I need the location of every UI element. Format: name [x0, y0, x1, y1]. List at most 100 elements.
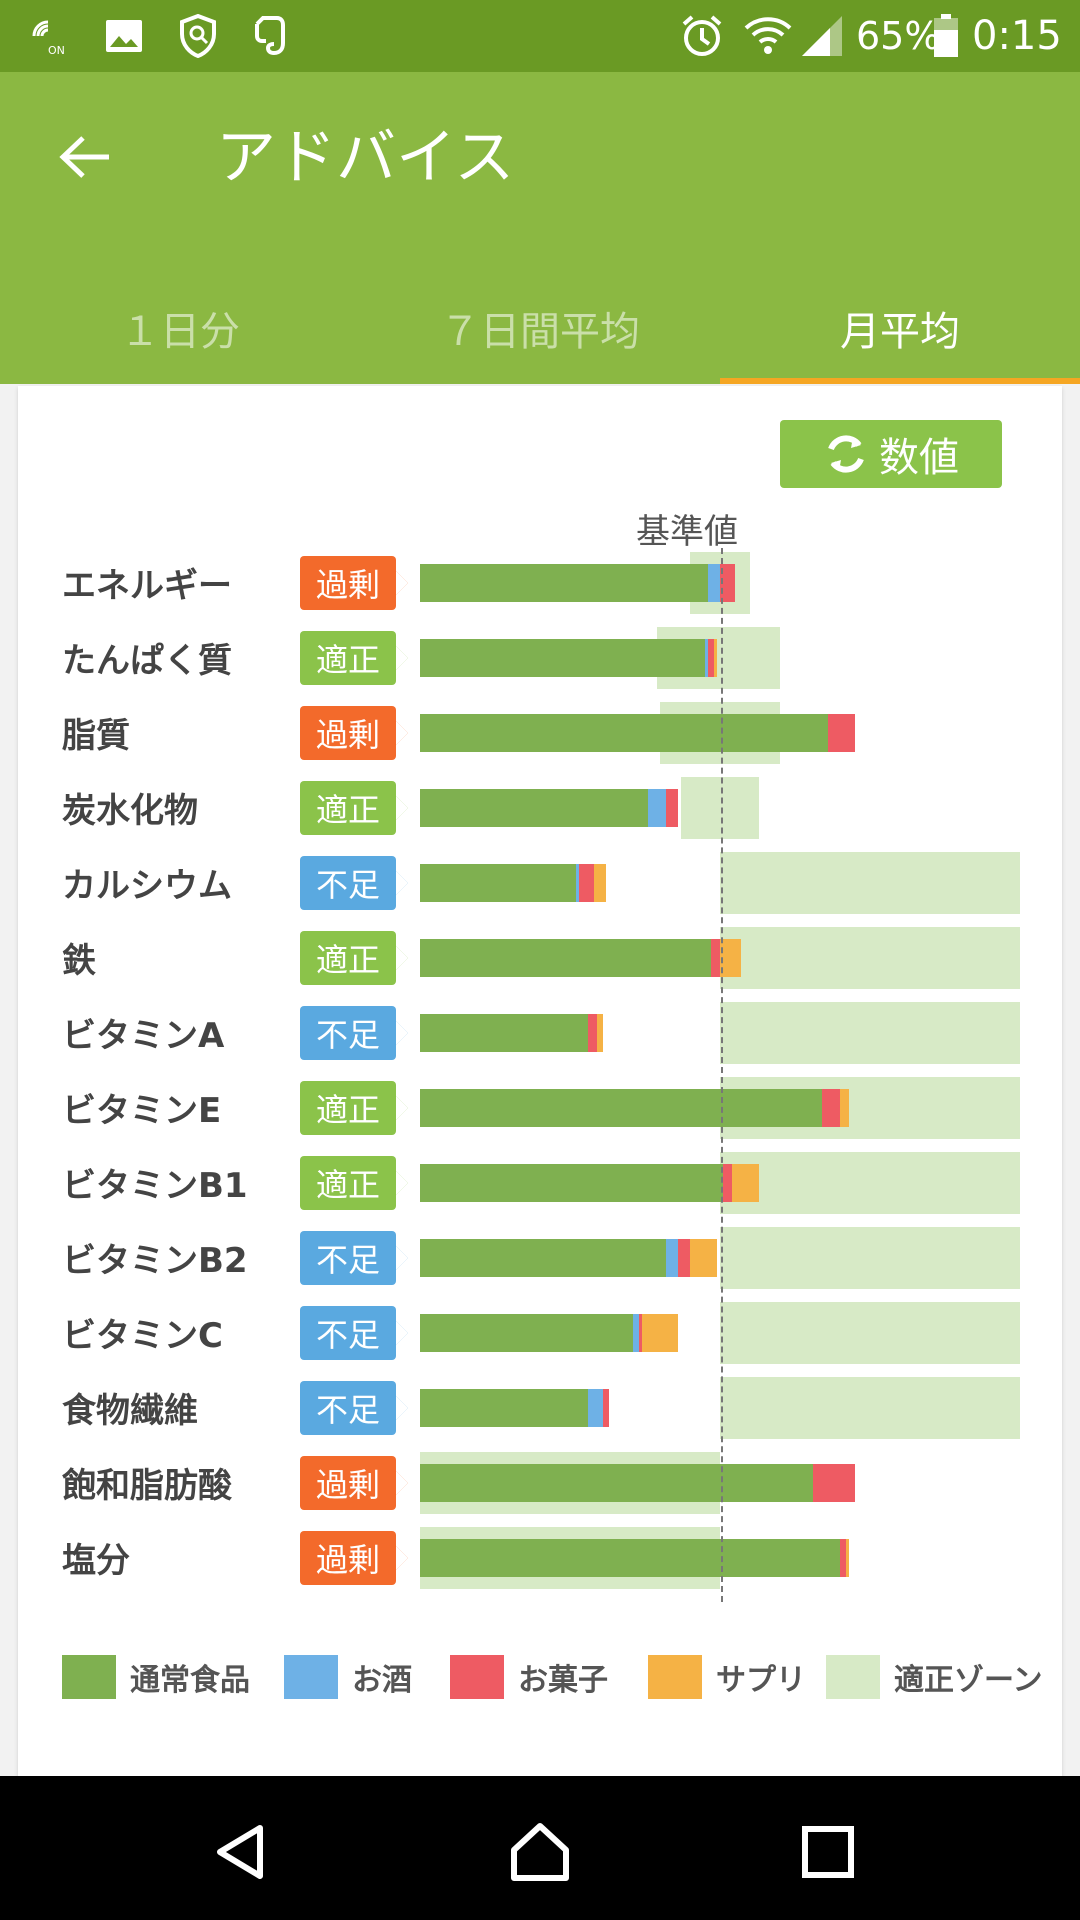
back-button[interactable]: [40, 112, 130, 202]
navigation-bar: [0, 1776, 1080, 1920]
nutrient-label: 炭水化物: [62, 791, 198, 831]
bar-segment-snack: [828, 714, 855, 752]
status-badge-arrow: [396, 1171, 408, 1195]
status-bar: ON 65% 0:15: [0, 0, 1080, 72]
stacked-bar: [420, 1164, 759, 1202]
nutrient-row: たんぱく質 適正: [18, 621, 1062, 696]
nutrient-label: ビタミンA: [62, 1016, 225, 1056]
bar-segment-supplement: [840, 1089, 849, 1127]
bar-segment-normal: [420, 1314, 633, 1352]
nutrient-row: ビタミンB1 適正: [18, 1146, 1062, 1221]
nutrient-label: エネルギー: [62, 566, 232, 606]
status-badge-arrow: [396, 1321, 408, 1345]
bar-segment-normal: [420, 789, 648, 827]
home-nav-button[interactable]: [500, 1812, 580, 1892]
status-badge-arrow: [396, 1246, 408, 1270]
status-badge: 不足: [300, 1231, 408, 1285]
status-badge: 不足: [300, 1006, 408, 1060]
appropriate-zone: [720, 1152, 1020, 1214]
bar-segment-normal: [420, 564, 708, 602]
svg-text:ON: ON: [48, 44, 65, 56]
numeric-toggle-label: 数値: [879, 435, 959, 481]
bar-segment-snack: [720, 564, 735, 602]
nutrient-row: エネルギー 過剰: [18, 546, 1062, 621]
shield-icon: [176, 14, 220, 58]
legend-label: サプリ: [716, 1663, 806, 1698]
bar-segment-alcohol: [666, 1239, 678, 1277]
appropriate-zone: [720, 1227, 1020, 1289]
nutrient-row: 塩分 過剰: [18, 1521, 1062, 1596]
tab-1-day[interactable]: １日分: [120, 309, 240, 355]
legend-item-alcohol: お酒: [284, 1654, 412, 1700]
bar-segment-alcohol: [588, 1389, 603, 1427]
legend-item-supplement: サプリ: [648, 1654, 806, 1700]
bar-segment-snack: [579, 864, 594, 902]
recents-nav-button[interactable]: [788, 1812, 868, 1892]
status-badge-arrow: [396, 1546, 408, 1570]
bar-segment-snack: [603, 1389, 609, 1427]
reference-line: [721, 548, 723, 1602]
stacked-bar: [420, 1314, 678, 1352]
bar-segment-alcohol: [648, 789, 666, 827]
bar-segment-normal: [420, 714, 828, 752]
nutrient-row: 飽和脂肪酸 過剰: [18, 1446, 1062, 1521]
nutrient-label: 塩分: [62, 1541, 130, 1581]
bar-segment-snack: [813, 1464, 855, 1502]
status-badge-arrow: [396, 1021, 408, 1045]
status-badge: 過剰: [300, 1531, 408, 1585]
status-badge-arrow: [396, 796, 408, 820]
bar-segment-normal: [420, 864, 576, 902]
stacked-bar: [420, 1014, 603, 1052]
nutrient-row: ビタミンC 不足: [18, 1296, 1062, 1371]
nutrient-row: ビタミンE 適正: [18, 1071, 1062, 1146]
nutrient-label: 飽和脂肪酸: [62, 1466, 232, 1506]
nutrient-row: 鉄 適正: [18, 921, 1062, 996]
bar-segment-snack: [639, 1314, 642, 1352]
wifi-icon: [744, 14, 792, 58]
legend-label: お菓子: [518, 1663, 608, 1698]
stacked-bar: [420, 714, 855, 752]
alarm-icon: [680, 14, 724, 58]
bar-segment-snack: [822, 1089, 840, 1127]
legend-item-normal: 通常食品: [62, 1654, 250, 1700]
legend-swatch: [648, 1655, 702, 1699]
legend-item-snack: お菓子: [450, 1654, 608, 1700]
stacked-bar: [420, 564, 735, 602]
bar-segment-supplement: [720, 939, 741, 977]
numeric-toggle-button[interactable]: 数値: [780, 420, 1002, 488]
appropriate-zone: [720, 1377, 1020, 1439]
tab-7-day-average[interactable]: ７日間平均: [440, 309, 640, 355]
nutrition-chart: 塩分 過剰 飽和脂肪酸 過剰 食物繊維 不足 ビタミンC 不足 ビタミンB2 不足 ビタミンB1 適正…: [18, 546, 1062, 1626]
clock: 0:15: [972, 13, 1062, 59]
stacked-bar: [420, 1089, 849, 1127]
legend-swatch: [284, 1655, 338, 1699]
status-badge-arrow: [396, 946, 408, 970]
appropriate-zone: [720, 1002, 1020, 1064]
legend-swatch: [826, 1655, 880, 1699]
status-badge: 過剰: [300, 1456, 408, 1510]
recents-nav-icon: [802, 1826, 854, 1878]
status-badge: 過剰: [300, 706, 408, 760]
back-nav-icon: [217, 1825, 263, 1879]
stacked-bar: [420, 789, 678, 827]
nutrient-label: ビタミンC: [62, 1316, 223, 1356]
bar-segment-normal: [420, 1164, 723, 1202]
status-badge: 不足: [300, 1306, 408, 1360]
back-nav-button[interactable]: [200, 1812, 280, 1892]
stacked-bar: [420, 1539, 849, 1577]
status-badge-arrow: [396, 721, 408, 745]
stacked-bar: [420, 939, 741, 977]
status-badge-arrow: [396, 646, 408, 670]
status-badge: 適正: [300, 631, 408, 685]
chart-legend: 通常食品 お酒 お菓子 サプリ 適正ゾーン: [62, 1654, 1043, 1704]
page-title: アドバイス: [216, 123, 515, 193]
bar-segment-alcohol: [708, 564, 720, 602]
period-tabs: １日分 ７日間平均 月平均: [0, 272, 1080, 384]
nutrient-label: 鉄: [62, 941, 96, 981]
nutrient-label: たんぱく質: [62, 641, 232, 681]
tab-monthly-average[interactable]: 月平均: [720, 272, 1080, 384]
reference-label: 基準値: [636, 512, 738, 552]
bar-segment-supplement: [597, 1014, 603, 1052]
status-badge: 過剰: [300, 556, 408, 610]
